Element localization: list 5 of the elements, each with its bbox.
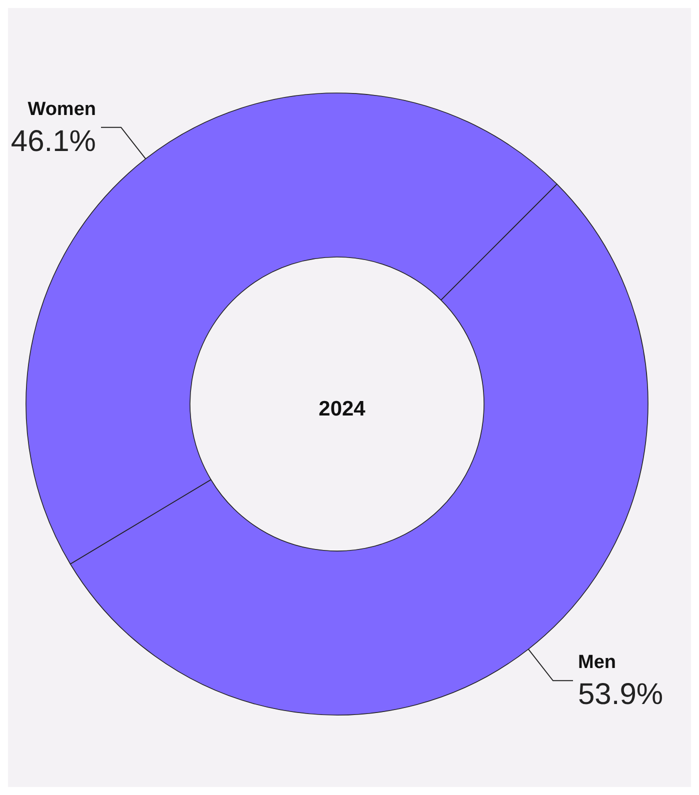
slice-label: Women — [28, 98, 96, 120]
slice-label: Men — [578, 652, 616, 674]
data-label: 46.1% — [10, 124, 96, 158]
data-label: 53.9% — [578, 678, 664, 712]
text: 2024 — [318, 398, 366, 420]
